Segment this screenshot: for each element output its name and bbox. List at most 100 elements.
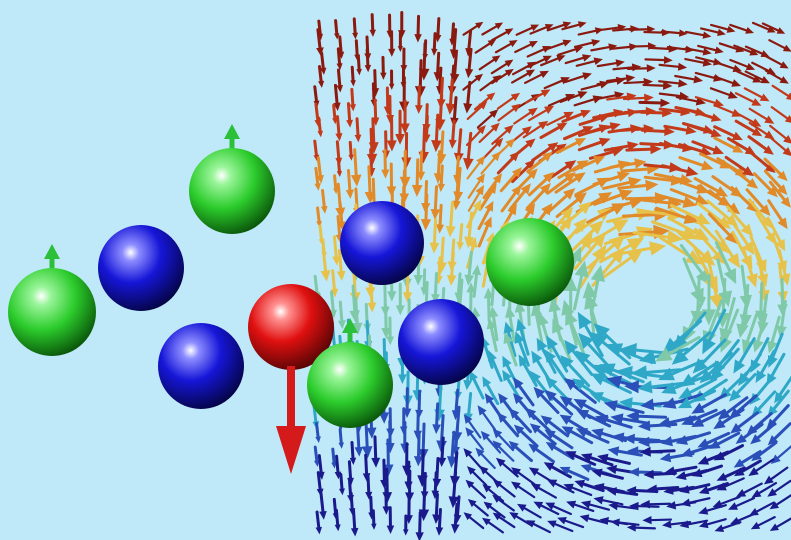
- atom-green-4: [486, 218, 574, 306]
- field-arrow: [713, 408, 745, 430]
- field-arrow: [690, 109, 722, 122]
- field-arrow: [767, 479, 791, 497]
- field-arrow: [728, 372, 757, 402]
- field-arrow: [497, 103, 521, 122]
- field-arrow: [625, 144, 662, 155]
- field-arrow: [464, 47, 474, 79]
- field-arrow: [334, 508, 341, 532]
- field-arrow: [640, 126, 675, 137]
- field-arrow: [415, 511, 424, 540]
- field-arrow: [452, 179, 461, 211]
- field-arrow: [528, 105, 555, 122]
- field-arrow: [755, 211, 776, 245]
- field-arrow: [661, 375, 705, 395]
- field-arrow: [388, 30, 396, 57]
- field-arrow: [709, 347, 740, 382]
- field-arrow: [769, 493, 791, 510]
- field-arrow: [726, 205, 754, 237]
- field-arrow: [752, 313, 768, 353]
- field-arrow: [744, 45, 770, 57]
- field-arrow: [336, 47, 343, 71]
- field-arrow: [463, 414, 482, 439]
- field-arrow: [365, 473, 373, 500]
- field-arrow: [679, 483, 711, 494]
- field-arrow: [429, 218, 440, 254]
- field-arrow: [465, 479, 487, 499]
- field-arrow: [678, 156, 714, 171]
- field-arrow: [481, 517, 505, 534]
- field-arrow: [492, 512, 516, 529]
- field-arrow: [764, 55, 789, 69]
- field-arrow: [592, 189, 633, 206]
- field-arrow: [356, 54, 362, 76]
- field-arrow: [333, 174, 339, 195]
- field-arrow: [480, 151, 501, 175]
- field-arrow: [492, 479, 516, 498]
- field-arrow: [709, 23, 736, 33]
- field-arrow: [651, 220, 699, 240]
- field-arrow: [350, 148, 362, 187]
- field-arrow: [545, 502, 572, 516]
- field-arrow: [527, 171, 555, 197]
- field-arrow: [691, 464, 723, 478]
- field-arrow: [547, 520, 574, 533]
- field-arrow: [638, 98, 671, 108]
- field-arrow: [602, 176, 642, 190]
- field-arrow: [395, 282, 405, 316]
- field-arrow: [511, 467, 536, 486]
- field-arrow: [346, 102, 354, 128]
- field-arrow: [448, 470, 459, 509]
- field-arrow: [559, 91, 588, 103]
- field-arrow: [526, 520, 551, 534]
- field-arrow: [751, 481, 778, 498]
- field-arrow: [317, 65, 325, 88]
- field-arrow: [337, 300, 346, 330]
- field-arrow: [525, 89, 551, 104]
- atom-green-1: [8, 244, 96, 356]
- field-arrow: [334, 454, 342, 480]
- field-arrow: [751, 21, 776, 33]
- atom-green-3: [307, 318, 393, 428]
- field-arrow: [492, 494, 515, 512]
- field-arrow: [586, 203, 627, 224]
- field-arrow: [761, 22, 786, 34]
- field-arrow: [768, 135, 791, 157]
- field-arrow: [777, 248, 791, 286]
- field-arrow: [463, 512, 485, 530]
- field-arrow: [564, 54, 592, 65]
- field-arrow: [463, 448, 483, 470]
- field-arrow: [331, 447, 337, 469]
- field-arrow: [729, 58, 756, 71]
- field-arrow: [402, 514, 409, 536]
- field-arrow: [526, 151, 553, 174]
- field-arrow: [734, 92, 762, 106]
- field-arrow: [776, 300, 787, 338]
- field-arrow: [386, 506, 395, 534]
- field-arrow: [517, 503, 542, 519]
- field-arrow: [655, 335, 701, 362]
- field-arrow: [395, 109, 405, 145]
- field-arrow: [617, 179, 659, 192]
- field-arrow: [431, 32, 438, 56]
- field-arrow: [691, 409, 727, 427]
- field-arrow: [734, 459, 762, 477]
- field-arrow: [577, 311, 604, 357]
- field-arrow: [364, 48, 372, 73]
- field-arrow: [488, 350, 503, 382]
- field-arrow: [664, 465, 698, 476]
- field-arrow: [513, 107, 538, 125]
- field-arrow: [332, 235, 341, 266]
- field-arrow: [768, 180, 791, 208]
- field-arrow: [592, 171, 631, 186]
- field-arrow: [313, 139, 320, 162]
- atom-blue-1: [98, 225, 184, 311]
- field-arrow: [336, 249, 346, 281]
- field-arrow: [561, 426, 594, 445]
- field-arrow: [674, 74, 704, 84]
- field-arrow: [639, 446, 676, 457]
- field-arrow: [476, 109, 499, 129]
- field-arrow: [334, 19, 340, 40]
- field-arrow: [317, 116, 323, 138]
- field-arrow: [474, 39, 497, 54]
- field-arrow: [546, 188, 576, 215]
